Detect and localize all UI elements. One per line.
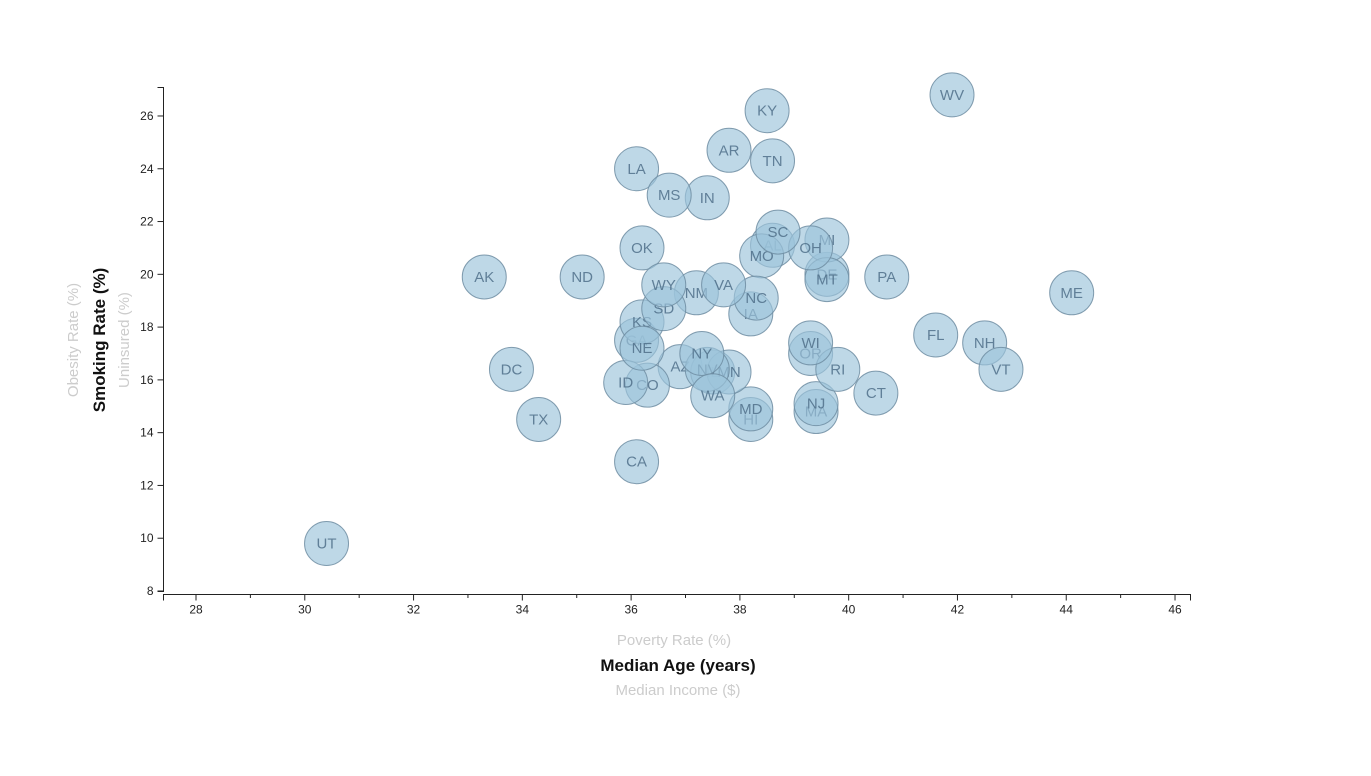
x-axis-tick-label: 40 — [842, 603, 856, 617]
x-axis-tick-label: 42 — [951, 603, 965, 617]
state-bubble-NJ[interactable] — [793, 381, 839, 427]
y-axis-option-obesity-rate[interactable]: Obesity Rate (%) — [65, 283, 82, 397]
state-bubble-MS[interactable] — [646, 172, 692, 218]
state-bubble-group: UT — [304, 520, 350, 566]
state-bubble-group: NE — [619, 325, 665, 371]
state-bubble-WA[interactable] — [690, 373, 736, 419]
bubbles-layer: ALAKAZARCACOCTDEDCFLGAHIIDILINIAKSKYLAME… — [304, 72, 1095, 566]
state-bubble-group: AK — [461, 254, 507, 300]
state-bubble-LA[interactable] — [614, 146, 660, 192]
x-axis: 28 30 32 34 36 38 40 42 44 46 — [163, 594, 1191, 617]
state-bubble-group: CA — [614, 439, 660, 485]
y-axis-tick-label: 20 — [140, 267, 154, 281]
state-bubble-group: WI — [788, 320, 834, 366]
state-bubble-group: ND — [559, 254, 605, 300]
state-bubble-group: TX — [516, 396, 562, 442]
x-axis-tick-label: 32 — [407, 603, 421, 617]
state-bubble-IN[interactable] — [684, 175, 730, 221]
state-bubble-VA[interactable] — [701, 262, 747, 308]
state-bubble-VT[interactable] — [978, 346, 1024, 392]
state-bubble-WY[interactable] — [641, 262, 687, 308]
y-axis-tick-label: 16 — [140, 373, 154, 387]
state-bubble-OK[interactable] — [619, 225, 665, 271]
y-axis-variable-selector: Obesity Rate (%) Smoking Rate (%) Uninsu… — [65, 268, 133, 413]
state-bubble-group: WY — [641, 262, 687, 308]
state-bubble-CT[interactable] — [853, 370, 899, 416]
state-bubble-WI[interactable] — [788, 320, 834, 366]
state-bubble-group: CT — [853, 370, 899, 416]
y-axis-domain-line — [157, 87, 164, 592]
state-bubble-NE[interactable] — [619, 325, 665, 371]
state-bubble-SC[interactable] — [755, 209, 801, 255]
y-axis-tick-label: 24 — [140, 162, 154, 176]
state-bubble-ME[interactable] — [1049, 270, 1095, 316]
state-bubble-WV[interactable] — [929, 72, 975, 118]
state-bubble-group: PA — [864, 254, 910, 300]
state-bubble-group: MS — [646, 172, 692, 218]
state-bubble-KY[interactable] — [744, 88, 790, 134]
x-axis-tick-label: 38 — [733, 603, 747, 617]
state-bubble-group: ME — [1049, 270, 1095, 316]
y-axis-tick-label: 8 — [147, 584, 154, 598]
x-axis-tick-label: 44 — [1060, 603, 1074, 617]
y-axis-option-uninsured[interactable]: Uninsured (%) — [116, 292, 133, 388]
state-bubble-TX[interactable] — [516, 396, 562, 442]
y-axis-tick-label: 12 — [140, 478, 154, 492]
state-bubble-DC[interactable] — [488, 346, 534, 392]
state-bubble-CA[interactable] — [614, 439, 660, 485]
state-bubble-NY[interactable] — [679, 330, 725, 376]
state-bubble-group: KY — [744, 88, 790, 134]
y-axis-tick-label: 26 — [140, 109, 154, 123]
y-axis-tick-label: 22 — [140, 215, 154, 229]
x-axis-tick-label: 46 — [1168, 603, 1182, 617]
state-bubble-group: NY — [679, 330, 725, 376]
state-bubble-group: TN — [750, 138, 796, 184]
state-bubble-AR[interactable] — [706, 127, 752, 173]
x-axis-option-median-age[interactable]: Median Age (years) — [600, 656, 755, 675]
x-axis-tick-label: 30 — [298, 603, 312, 617]
state-bubble-AK[interactable] — [461, 254, 507, 300]
x-axis-tick-label: 34 — [516, 603, 530, 617]
state-bubble-group: AR — [706, 127, 752, 173]
state-bubble-FL[interactable] — [913, 312, 959, 358]
state-bubble-ND[interactable] — [559, 254, 605, 300]
y-axis-tick-label: 18 — [140, 320, 154, 334]
y-axis: 8 10 12 14 16 18 20 22 24 26 — [140, 87, 164, 598]
state-bubble-TN[interactable] — [750, 138, 796, 184]
x-axis-variable-selector: Poverty Rate (%) Median Age (years) Medi… — [600, 632, 755, 699]
y-axis-tick-label: 10 — [140, 531, 154, 545]
state-bubble-group: IN — [684, 175, 730, 221]
state-bubble-group: WA — [690, 373, 736, 419]
state-bubble-UT[interactable] — [304, 520, 350, 566]
x-axis-domain-line — [163, 594, 1191, 601]
state-bubble-group: DC — [488, 346, 534, 392]
x-axis-tick-label: 36 — [624, 603, 638, 617]
x-axis-option-median-income[interactable]: Median Income ($) — [615, 682, 740, 699]
state-bubble-group: VA — [701, 262, 747, 308]
y-axis-tick-label: 14 — [140, 426, 154, 440]
state-bubble-group: FL — [913, 312, 959, 358]
state-bubble-group: VT — [978, 346, 1024, 392]
x-axis-tick-label: 28 — [189, 603, 203, 617]
state-bubble-PA[interactable] — [864, 254, 910, 300]
state-bubble-group: WV — [929, 72, 975, 118]
y-axis-option-smoking-rate[interactable]: Smoking Rate (%) — [90, 268, 109, 413]
x-axis-option-poverty-rate[interactable]: Poverty Rate (%) — [617, 632, 731, 649]
state-bubble-group: SC — [755, 209, 801, 255]
